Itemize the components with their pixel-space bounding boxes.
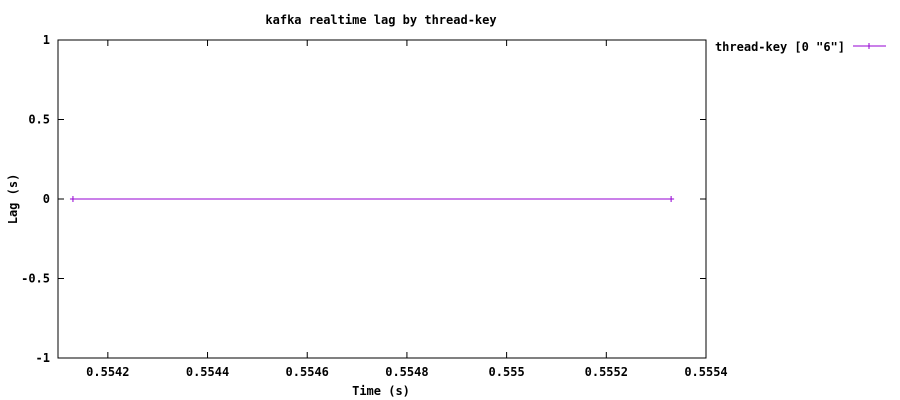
axis-ticks: 0.5542 0.5544 0.5546 0.5548 0.555 0.5552 0.555… bbox=[21, 33, 728, 379]
chart-title: kafka realtime lag by thread-key bbox=[265, 13, 496, 27]
x-tick-label: 0.555 bbox=[489, 365, 525, 379]
series-layer bbox=[69, 196, 675, 202]
x-tick-label: 0.5554 bbox=[684, 365, 727, 379]
x-tick-label: 0.5552 bbox=[585, 365, 628, 379]
y-tick-label: 1 bbox=[43, 33, 50, 47]
legend-swatch-marker bbox=[866, 43, 872, 49]
x-tick-label: 0.5546 bbox=[286, 365, 329, 379]
y-axis-label: Lag (s) bbox=[6, 174, 20, 225]
data-point-marker bbox=[69, 196, 76, 202]
x-tick-label: 0.5542 bbox=[86, 365, 129, 379]
data-point-marker bbox=[668, 196, 675, 202]
y-tick-label: 0 bbox=[43, 192, 50, 206]
y-tick-label: -1 bbox=[36, 351, 50, 365]
y-tick-label: -0.5 bbox=[21, 272, 50, 286]
y-tick-label: 0.5 bbox=[28, 113, 50, 127]
legend: thread-key [0 "6"] bbox=[715, 40, 886, 54]
legend-label: thread-key [0 "6"] bbox=[715, 40, 845, 54]
x-axis-label: Time (s) bbox=[352, 384, 410, 398]
x-tick-label: 0.5548 bbox=[385, 365, 428, 379]
x-tick-label: 0.5544 bbox=[186, 365, 229, 379]
